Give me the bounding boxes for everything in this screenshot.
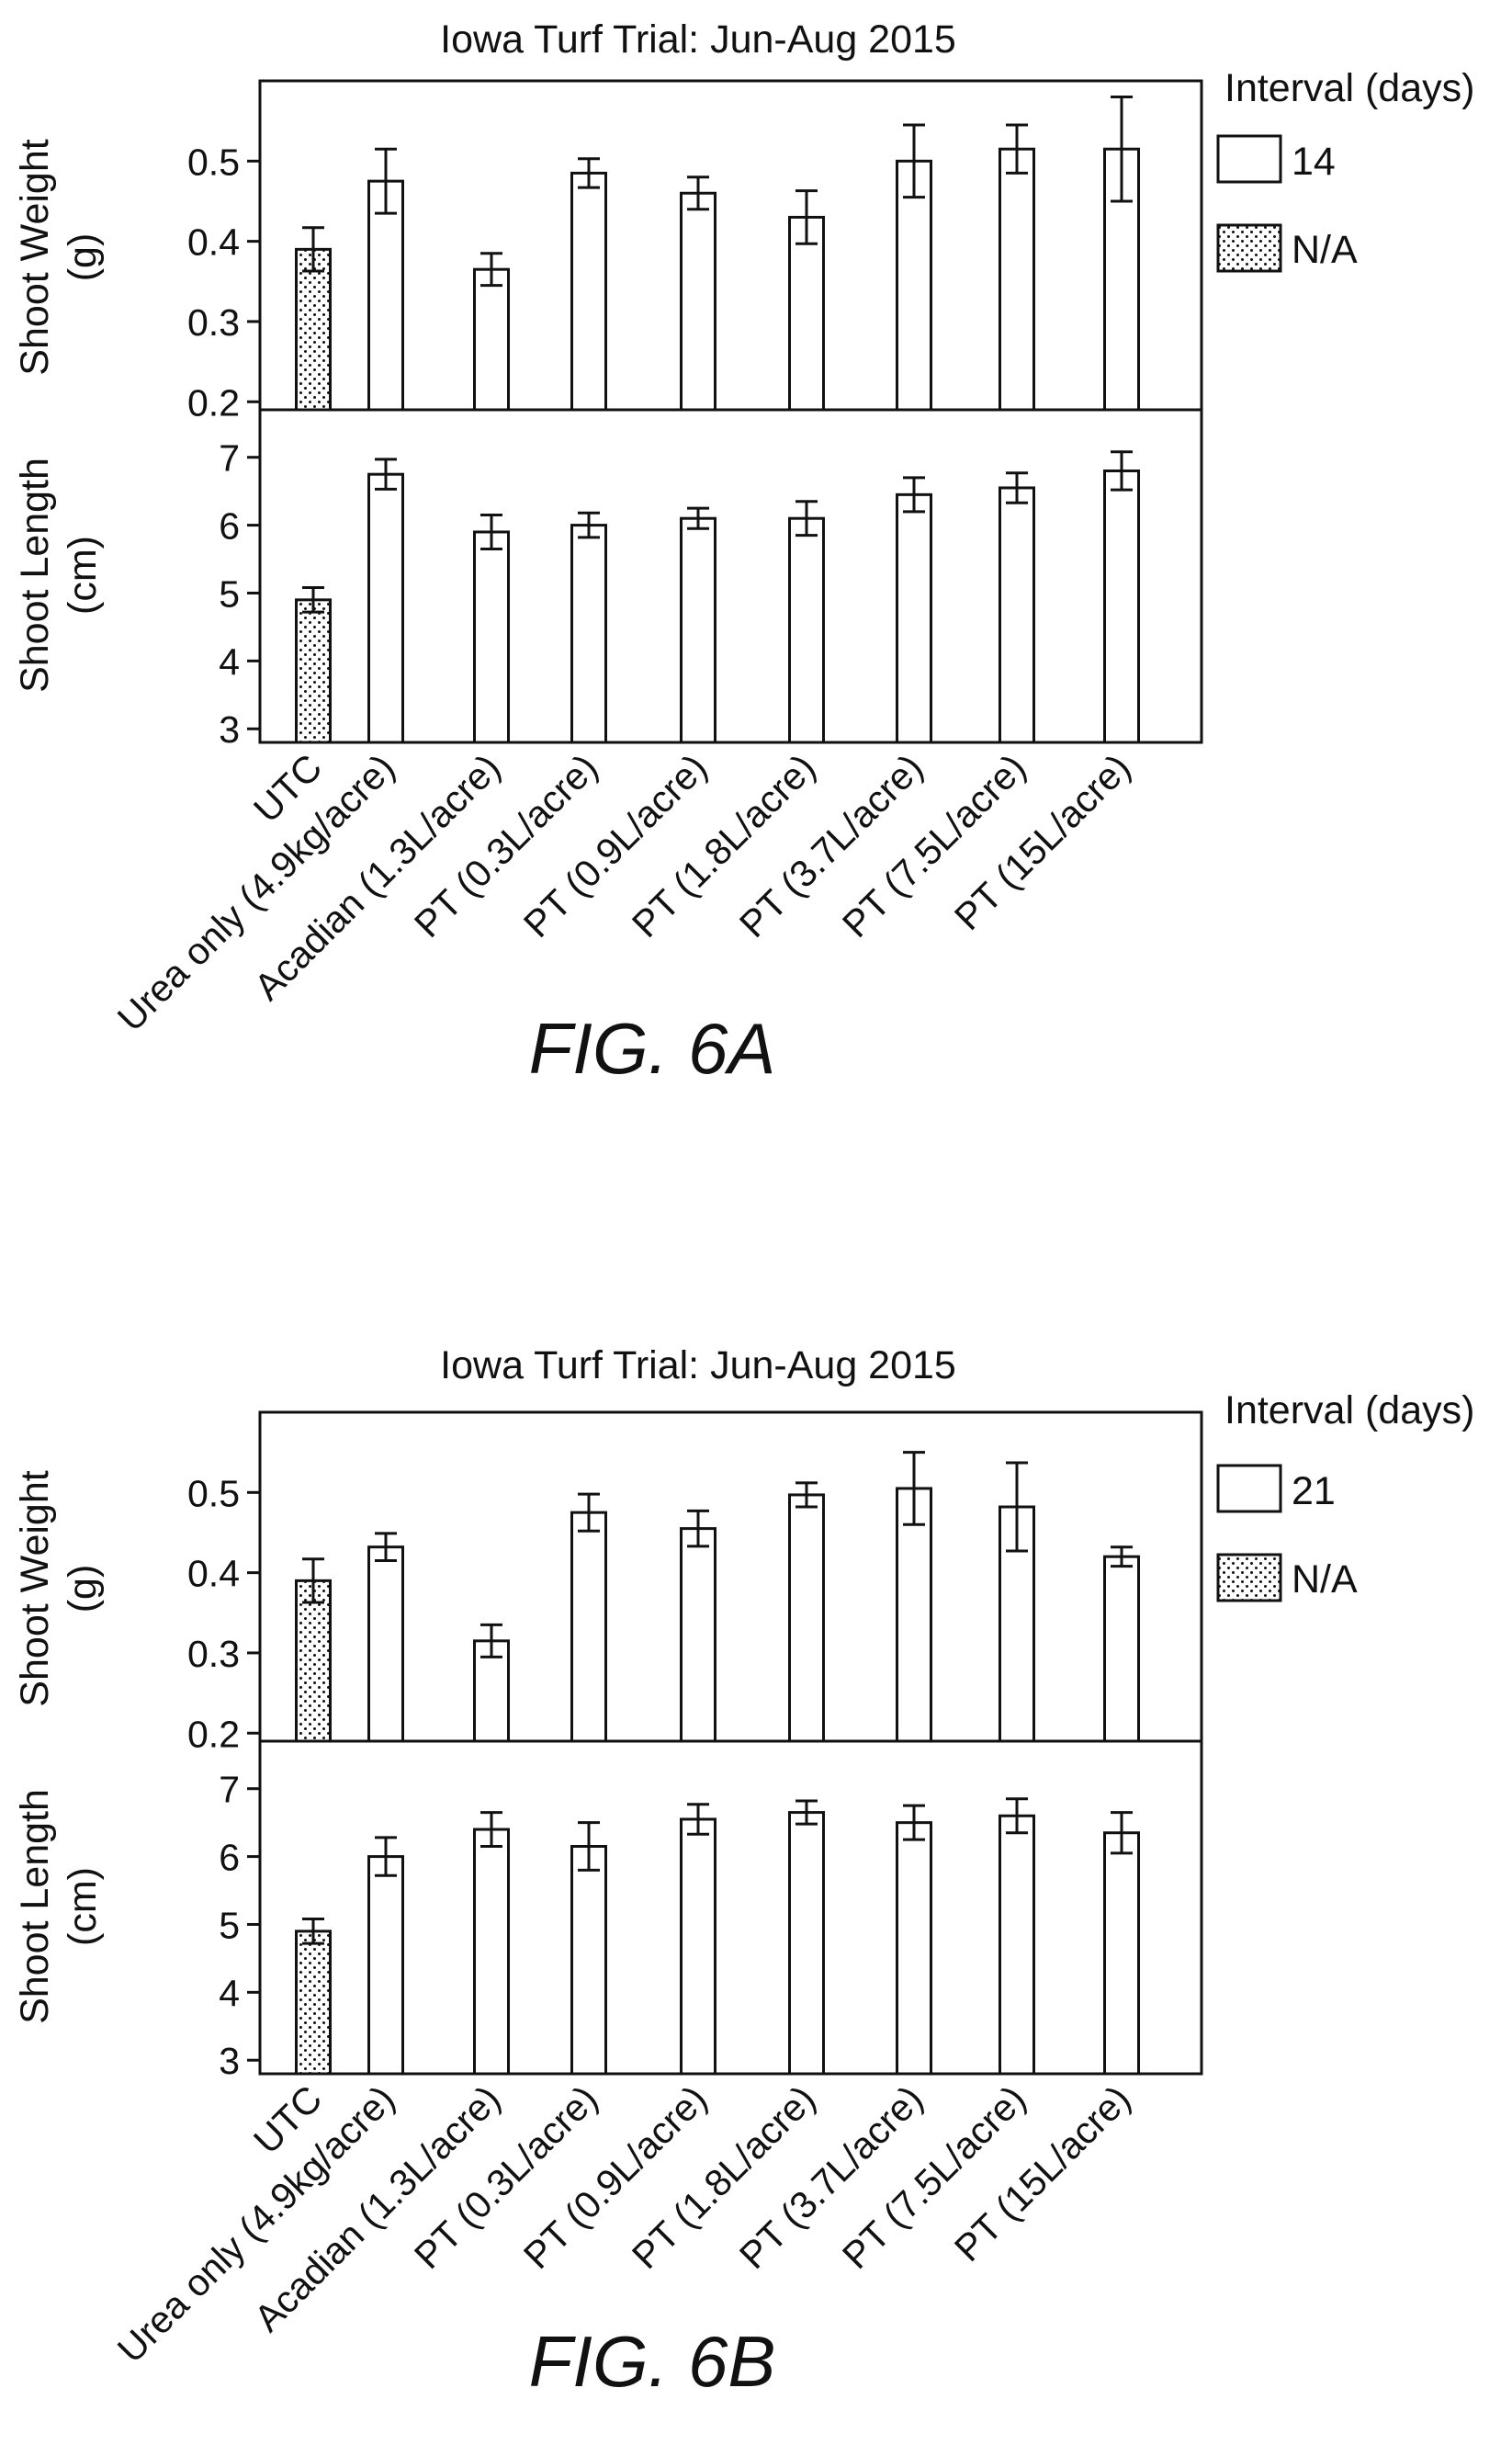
bar [999,147,1035,412]
x-tick-label: PT (3.7L/acre) [731,2077,931,2277]
y-axis-label-weight: Shoot Weight [13,1470,57,1706]
bar [788,1811,825,2076]
x-tick-label: PT (3.7L/acre) [731,746,931,945]
bar [788,215,825,412]
legend-title: Interval (days) [1224,1388,1474,1432]
bar [367,1545,404,1743]
y-tick-label: 4 [219,1972,240,2014]
bar [473,267,510,412]
bar [1103,469,1140,744]
bar [788,1493,825,1743]
y-axis-label-length: Shoot Length [13,458,57,693]
y-axis-label-length: Shoot Length [13,1789,57,2024]
y-tick-label: 4 [219,640,240,683]
shoot-weight-panel: 0.2 0.3 0.4 0.5 [187,95,1140,424]
legend-swatch-dotted [1216,1553,1282,1602]
bar [570,171,607,412]
y-tick-label: 0.2 [187,1713,240,1755]
bar [896,1487,932,1743]
legend-label-na: N/A [1292,1557,1358,1601]
y-tick-label: 7 [219,1769,240,1811]
bar [1103,1555,1140,1743]
bar [1103,147,1140,412]
bar [896,159,932,412]
shoot-weight-panel: 0.2 0.3 0.4 0.5 [187,1451,1140,1755]
legend-label-interval: 14 [1292,140,1336,184]
bar [295,598,332,744]
figure-caption: FIG. 6B [529,2321,776,2402]
x-tick-label: PT (1.8L/acre) [624,2077,823,2277]
y-tick-label: 0.3 [187,301,240,344]
legend-label-na: N/A [1292,228,1358,272]
chart-title: Iowa Turf Trial: Jun-Aug 2015 [440,1343,956,1387]
bar [788,516,825,744]
x-tick-label: PT (7.5L/acre) [834,2077,1033,2277]
y-axis-label-weight-unit: (g) [61,233,105,282]
bar [295,1579,332,1743]
bar [1103,1831,1140,2076]
plot-frame [258,1410,1203,2076]
shoot-length-panel: 3 4 5 6 7 [219,437,1140,751]
figure-caption: FIG. 6A [529,1008,776,1089]
y-axis-label-length-unit: (cm) [61,1867,105,1946]
y-tick-label: 3 [219,708,240,751]
figure-6b: Iowa Turf Trial: Jun-Aug 2015 Shoot Weig… [13,1343,1474,2402]
bar [999,1814,1035,2076]
bar [999,486,1035,744]
y-tick-label: 5 [219,572,240,615]
y-tick-label: 0.2 [187,381,240,424]
shoot-length-panel: 3 4 5 6 7 [219,1769,1140,2082]
legend: Interval (days) 21 N/A [1216,1388,1474,1602]
legend: Interval (days) 14 N/A [1216,66,1474,273]
y-tick-label: 5 [219,1904,240,1946]
legend-title: Interval (days) [1224,66,1474,110]
bar [367,472,404,744]
y-tick-label: 0.5 [187,141,240,183]
x-tick-label: PT (7.5L/acre) [834,746,1033,945]
legend-label-interval: 21 [1292,1469,1336,1513]
bar [680,1527,717,1743]
patent-figure-page: Iowa Turf Trial: Jun-Aug 2015 Shoot Weig… [13,17,1474,2402]
bar [896,492,932,744]
legend-swatch-open [1216,1464,1282,1513]
y-axis-label-weight-unit: (g) [61,1565,105,1613]
plot-frame [258,79,1203,744]
y-tick-label: 0.4 [187,1553,240,1595]
bar [680,1817,717,2076]
bar [367,179,404,412]
bar [473,1828,510,2076]
bar [295,1930,332,2076]
bar [295,247,332,412]
y-tick-label: 3 [219,2040,240,2082]
bar [367,1855,404,2076]
bar [473,530,510,744]
y-tick-label: 7 [219,437,240,480]
y-tick-label: 0.5 [187,1472,240,1514]
y-axis-label-length-unit: (cm) [61,536,105,615]
chart-title: Iowa Turf Trial: Jun-Aug 2015 [440,17,956,62]
legend-swatch-dotted [1216,223,1282,273]
y-axis-label-weight: Shoot Weight [13,139,57,375]
bar [680,516,717,744]
y-tick-label: 0.4 [187,221,240,264]
bar [570,1845,607,2076]
y-tick-label: 6 [219,1837,240,1879]
y-tick-label: 0.3 [187,1633,240,1675]
figure-6a: Iowa Turf Trial: Jun-Aug 2015 Shoot Weig… [13,17,1474,1089]
legend-swatch-open [1216,134,1282,184]
y-tick-label: 6 [219,505,240,548]
x-tick-label: PT (1.8L/acre) [624,746,823,945]
bar [570,524,607,744]
bar [896,1821,932,2076]
bar [680,191,717,412]
bar [570,1511,607,1743]
